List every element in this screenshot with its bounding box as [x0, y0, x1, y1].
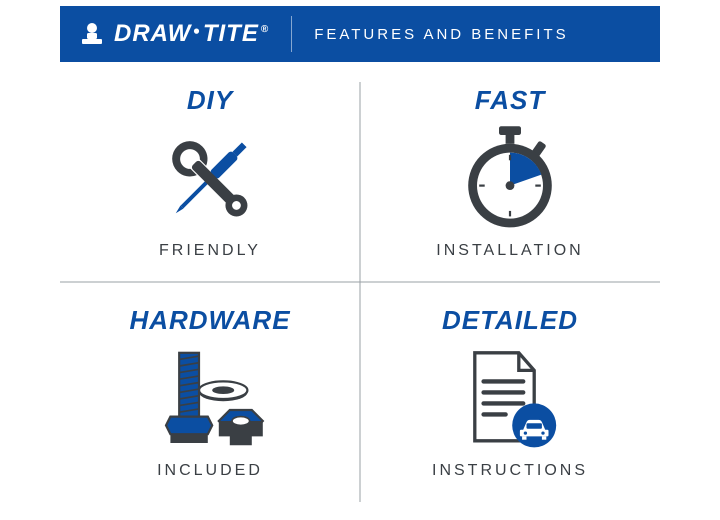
brand-name: DRAW●TITE® [114, 20, 269, 48]
header-bar: DRAW●TITE® FEATURES AND BENEFITS [60, 6, 660, 62]
cell-subtitle: INSTRUCTIONS [432, 462, 588, 480]
cell-hardware: HARDWARE [60, 282, 360, 502]
cell-subtitle: INSTALLATION [436, 242, 583, 260]
cell-title: FAST [475, 85, 545, 116]
registered-mark: ® [261, 24, 269, 35]
bolt-nut-icon [155, 344, 265, 454]
cell-title: HARDWARE [129, 305, 290, 336]
hitch-ball-icon [78, 22, 106, 46]
header-subtitle: FEATURES AND BENEFITS [314, 26, 568, 43]
brand-block: DRAW●TITE® [78, 20, 269, 48]
features-grid: DIY [60, 62, 660, 502]
cell-fast: FAST INSTAL [360, 62, 660, 282]
wrench-screwdriver-icon [155, 124, 265, 234]
infographic-card: DRAW●TITE® FEATURES AND BENEFITS DIY [60, 6, 660, 502]
cell-detailed: DETAILED [360, 282, 660, 502]
brand-bullet-icon: ● [193, 24, 201, 38]
brand-name-part-a: DRAW [114, 20, 191, 47]
cell-subtitle: INCLUDED [157, 462, 263, 480]
cell-title: DETAILED [442, 305, 578, 336]
document-car-icon [455, 344, 565, 454]
brand-name-part-b: TITE [203, 20, 259, 47]
cell-diy: DIY [60, 62, 360, 282]
cell-subtitle: FRIENDLY [159, 242, 261, 260]
stopwatch-icon [455, 124, 565, 234]
header-divider [291, 16, 292, 52]
cell-title: DIY [187, 85, 233, 116]
